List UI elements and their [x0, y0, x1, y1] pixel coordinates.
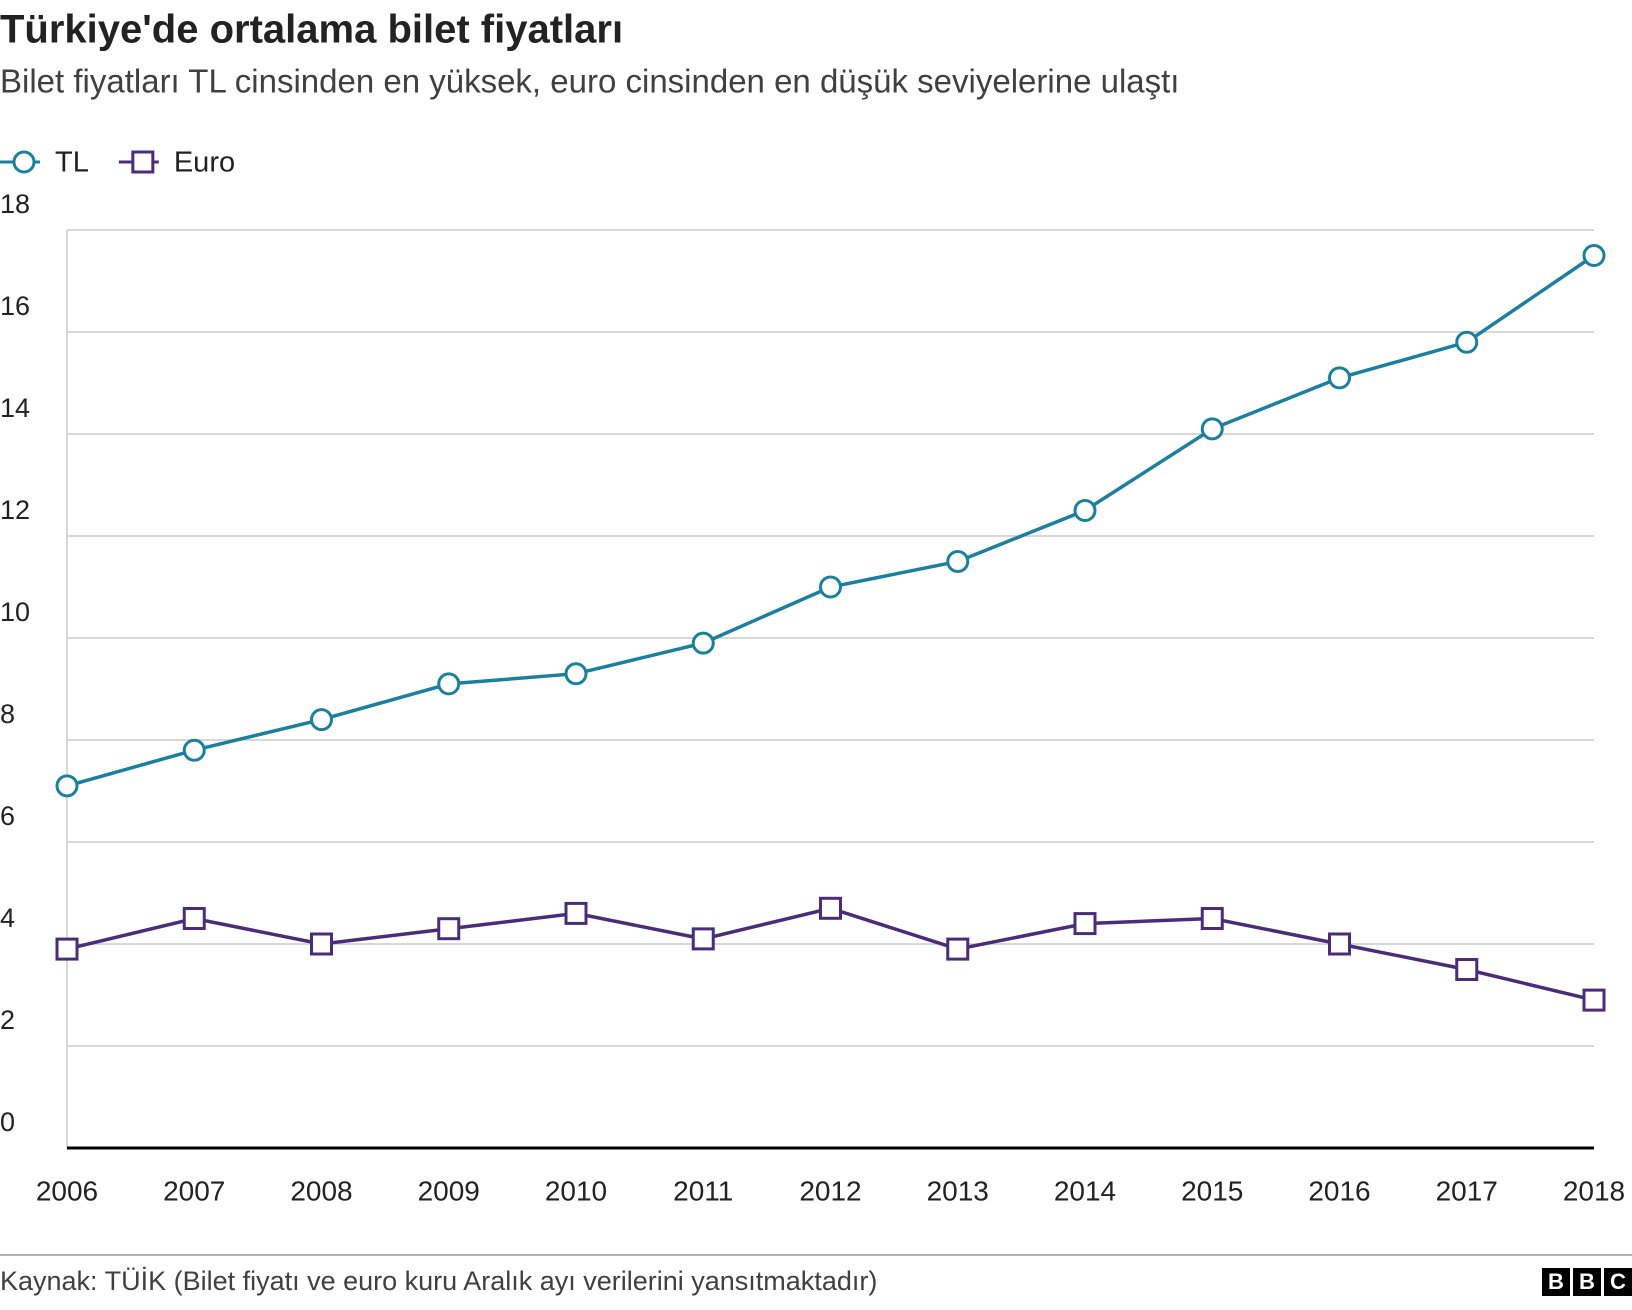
y-tick-label: 14: [0, 393, 30, 423]
y-tick-label: 12: [0, 495, 30, 525]
legend-swatch: [12, 150, 36, 174]
x-tick-label: 2014: [1054, 1175, 1116, 1206]
data-point: [182, 738, 206, 762]
data-point: [819, 575, 842, 599]
y-tick-label: 8: [0, 699, 15, 729]
data-point: [1200, 907, 1224, 930]
legend-label: TL: [55, 147, 89, 179]
data-point: [1200, 417, 1224, 441]
x-tick-label: 2008: [290, 1175, 352, 1206]
y-tick-label: 16: [0, 291, 30, 321]
logo-block: [1604, 1268, 1632, 1296]
logo-block: [1542, 1268, 1570, 1296]
data-point: [691, 631, 715, 655]
chart-title: Türkiye'de ortalama bilet fiyatları: [0, 8, 623, 52]
chart-subtitle: Bilet fiyatları TL cinsinden en yüksek, …: [0, 63, 1179, 100]
data-point: [564, 662, 588, 686]
legend-label: Euro: [174, 147, 235, 179]
data-point: [1582, 244, 1606, 267]
data-point: [691, 927, 715, 951]
x-tick-label: 2015: [1181, 1175, 1243, 1206]
data-point: [1328, 366, 1351, 390]
data-point: [946, 937, 970, 961]
data-point: [1455, 330, 1479, 354]
data-point: [437, 672, 461, 696]
x-tick-label: 2010: [545, 1175, 607, 1206]
y-tick-label: 4: [0, 903, 15, 933]
data-point: [55, 937, 79, 961]
data-point: [946, 550, 970, 573]
data-point: [564, 901, 588, 925]
x-tick-label: 2011: [673, 1175, 733, 1206]
x-tick-label: 2009: [418, 1175, 480, 1206]
y-tick-label: 6: [0, 801, 15, 831]
y-tick-label: 0: [0, 1107, 15, 1137]
y-tick-label: 18: [0, 189, 30, 219]
data-point: [310, 708, 333, 732]
x-tick-label: 2012: [799, 1175, 861, 1206]
source-note: Kaynak: TÜİK (Bilet fiyatı ve euro kuru …: [0, 1265, 877, 1296]
y-tick-label: 10: [0, 597, 30, 627]
x-tick-label: 2018: [1563, 1175, 1625, 1206]
data-point: [1328, 932, 1351, 956]
series-line: [66, 906, 1595, 1002]
series-line: [66, 254, 1595, 788]
data-point: [819, 896, 842, 920]
data-point: [1455, 958, 1479, 981]
logo-letter: C: [1610, 1269, 1626, 1294]
logo-letter: B: [1579, 1269, 1595, 1294]
logo-letter: B: [1548, 1269, 1564, 1294]
x-tick-label: 2007: [163, 1175, 225, 1206]
x-tick-label: 2006: [36, 1175, 98, 1206]
data-point: [1582, 988, 1606, 1012]
data-point: [182, 907, 206, 930]
x-tick-label: 2016: [1308, 1175, 1370, 1206]
y-tick-label: 2: [0, 1005, 15, 1035]
data-point: [55, 774, 79, 798]
x-tick-label: 2017: [1436, 1175, 1498, 1206]
data-point: [1073, 912, 1097, 936]
legend-swatch: [131, 150, 155, 174]
data-point: [1073, 499, 1097, 522]
x-tick-label: 2013: [927, 1175, 989, 1206]
data-point: [437, 917, 461, 941]
data-point: [310, 932, 333, 956]
logo-block: [1573, 1268, 1601, 1296]
